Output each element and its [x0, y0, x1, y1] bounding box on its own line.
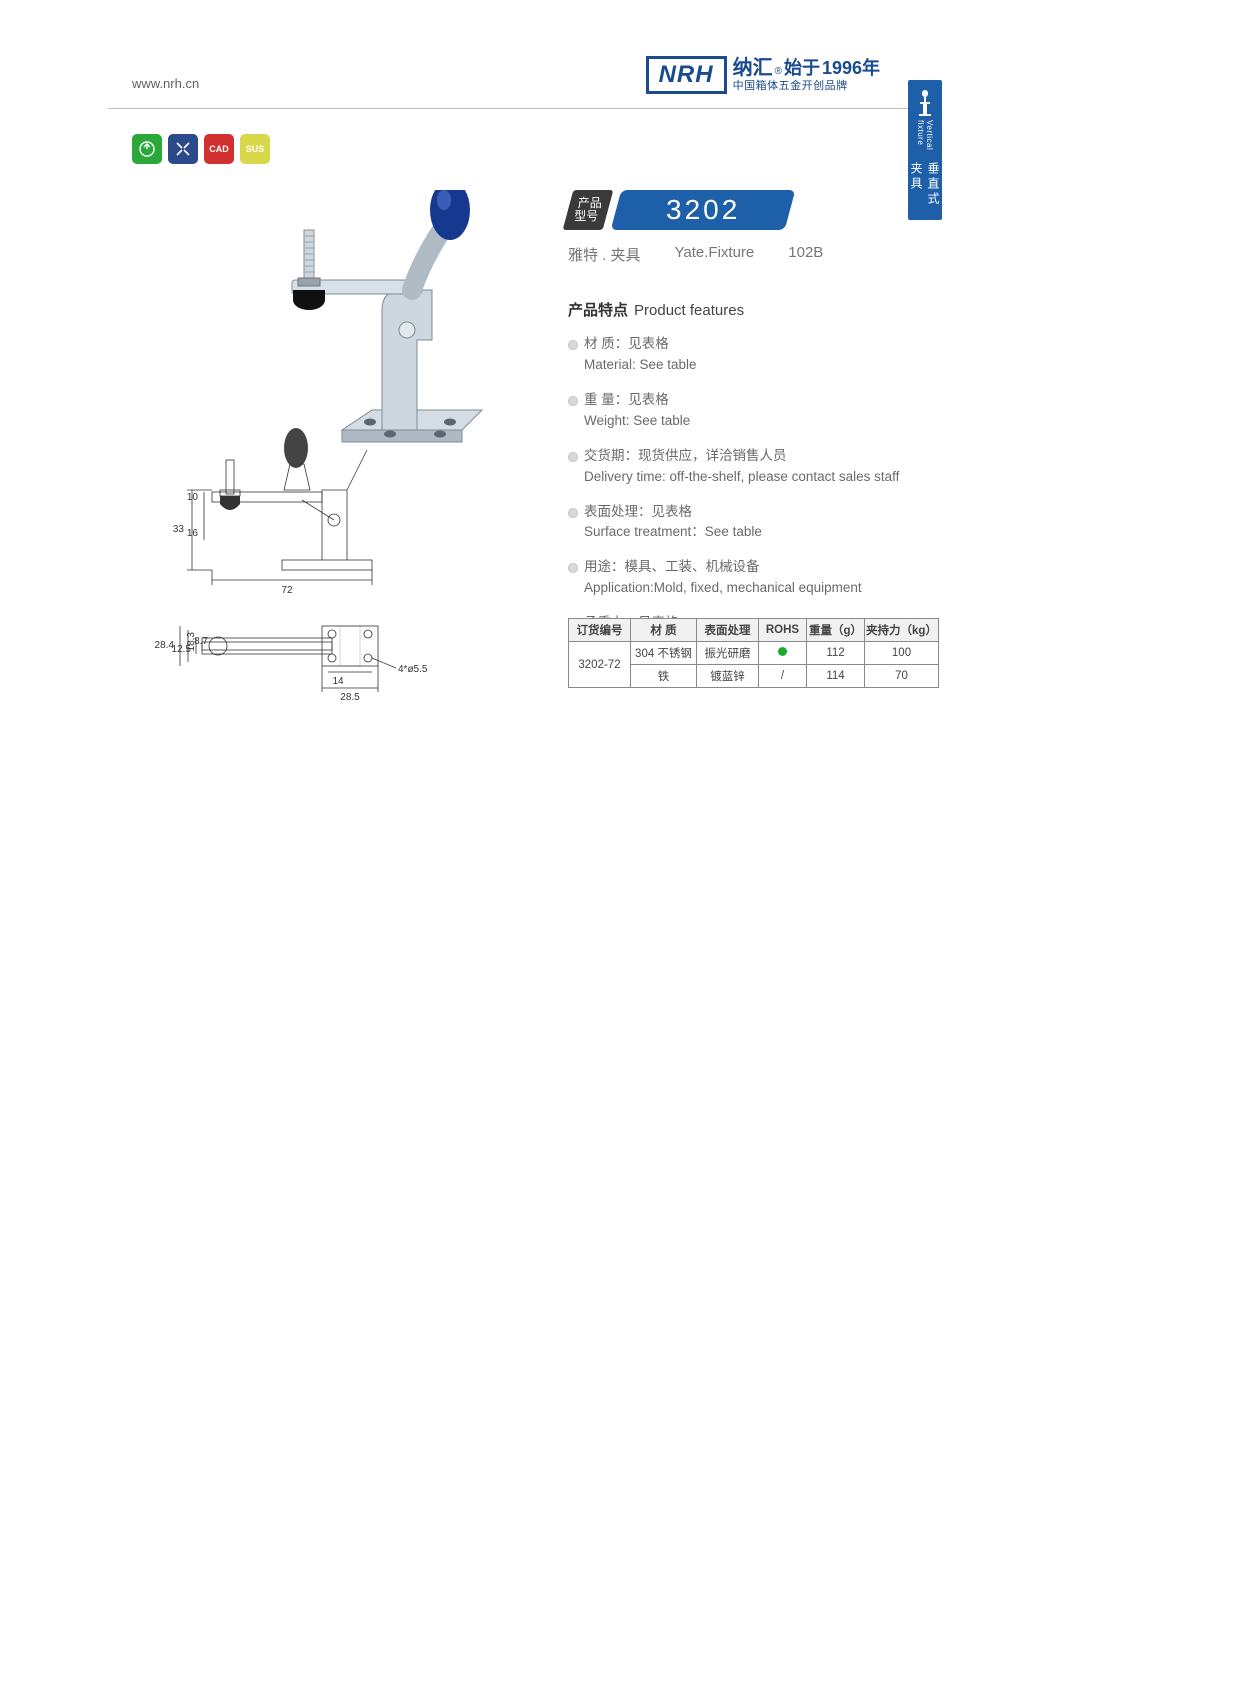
svg-text:14: 14: [332, 676, 344, 687]
badge-tools-icon: [168, 134, 198, 164]
svg-text:16: 16: [187, 528, 199, 539]
table-header: 材 质: [631, 619, 697, 642]
page-header: www.nrh.cn NRH 纳汇 ® 始于 1996年 中国箱体五金开创品牌: [0, 56, 1240, 116]
svg-text:72: 72: [281, 585, 293, 596]
fixture-icon: [915, 90, 935, 116]
model-row: 产品 型号 3202: [568, 190, 968, 230]
table-cell: 铁: [631, 665, 697, 688]
badge-eco-icon: [132, 134, 162, 164]
product-subtitle: 雅特 . 夹具 Yate.Fixture 102B: [568, 244, 968, 265]
table-cell: [759, 642, 807, 665]
svg-text:28.5: 28.5: [340, 692, 360, 703]
brand-subtitle: 中国箱体五金开创品牌: [733, 80, 880, 93]
table-header: ROHS: [759, 619, 807, 642]
brand-year-prefix: 始于: [784, 58, 820, 80]
table-cell: 振光研磨: [697, 642, 759, 665]
feature-item: 重 量：见表格Weight: See table: [568, 390, 968, 432]
brand-reg-mark: ®: [775, 66, 782, 78]
table-cell: 304 不锈钢: [631, 642, 697, 665]
svg-text:8.7: 8.7: [194, 636, 208, 647]
model-label: 产品 型号: [563, 190, 614, 230]
feature-item: 材 质：见表格Material: See table: [568, 334, 968, 376]
feature-item: 用途：模具、工装、机械设备Application:Mold, fixed, me…: [568, 557, 968, 599]
model-number-pill: 3202: [611, 190, 796, 230]
svg-text:33: 33: [173, 524, 185, 535]
table-header: 订货编号: [569, 619, 631, 642]
subtitle-cn: 雅特 . 夹具: [568, 244, 641, 265]
brand-name: 纳汇: [733, 56, 773, 80]
order-no-cell: 3202-72: [569, 642, 631, 688]
features-list: 材 质：见表格Material: See table 重 量：见表格Weight:…: [568, 334, 968, 655]
nrh-logo: NRH: [646, 56, 727, 94]
table-row: 3202-72304 不锈钢振光研磨112100: [569, 642, 939, 665]
feature-item: 交货期：现货供应，详洽销售人员Delivery time: off-the-sh…: [568, 446, 968, 488]
badge-sus: SUS: [240, 134, 270, 164]
table-header: 表面处理: [697, 619, 759, 642]
spec-table: 订货编号材 质表面处理ROHS重量（g）夹持力（kg） 3202-72304 不…: [568, 618, 939, 688]
brand-block: NRH 纳汇 ® 始于 1996年 中国箱体五金开创品牌: [646, 56, 880, 94]
brand-year: 1996年: [822, 58, 880, 80]
subtitle-en: Yate.Fixture: [675, 244, 755, 265]
table-cell: 70: [865, 665, 939, 688]
table-cell: 100: [865, 642, 939, 665]
svg-text:12.5: 12.5: [172, 644, 192, 655]
svg-text:10: 10: [187, 492, 199, 503]
feature-item: 表面处理：见表格Surface treatment：See table: [568, 502, 968, 544]
table-cell: 114: [807, 665, 865, 688]
site-url: www.nrh.cn: [132, 76, 199, 91]
header-divider: [108, 108, 920, 109]
product-visual-area: 72 33 10 16 28.4: [132, 190, 552, 710]
svg-text:4*ø5.5: 4*ø5.5: [398, 664, 428, 675]
table-cell: 镀蓝锌: [697, 665, 759, 688]
subtitle-code: 102B: [788, 244, 823, 265]
feature-badges: CAD SUS: [132, 134, 270, 164]
features-title: 产品特点Product features: [568, 299, 968, 320]
product-photo: [292, 190, 482, 442]
table-header: 重量（g）: [807, 619, 865, 642]
badge-cad: CAD: [204, 134, 234, 164]
rohs-dot-icon: [778, 647, 787, 656]
table-cell: /: [759, 665, 807, 688]
table-cell: 112: [807, 642, 865, 665]
table-header: 夹持力（kg）: [865, 619, 939, 642]
product-info: 产品 型号 3202 雅特 . 夹具 Yate.Fixture 102B 产品特…: [568, 190, 968, 655]
side-tab-en: Vertical fixture: [916, 120, 934, 158]
